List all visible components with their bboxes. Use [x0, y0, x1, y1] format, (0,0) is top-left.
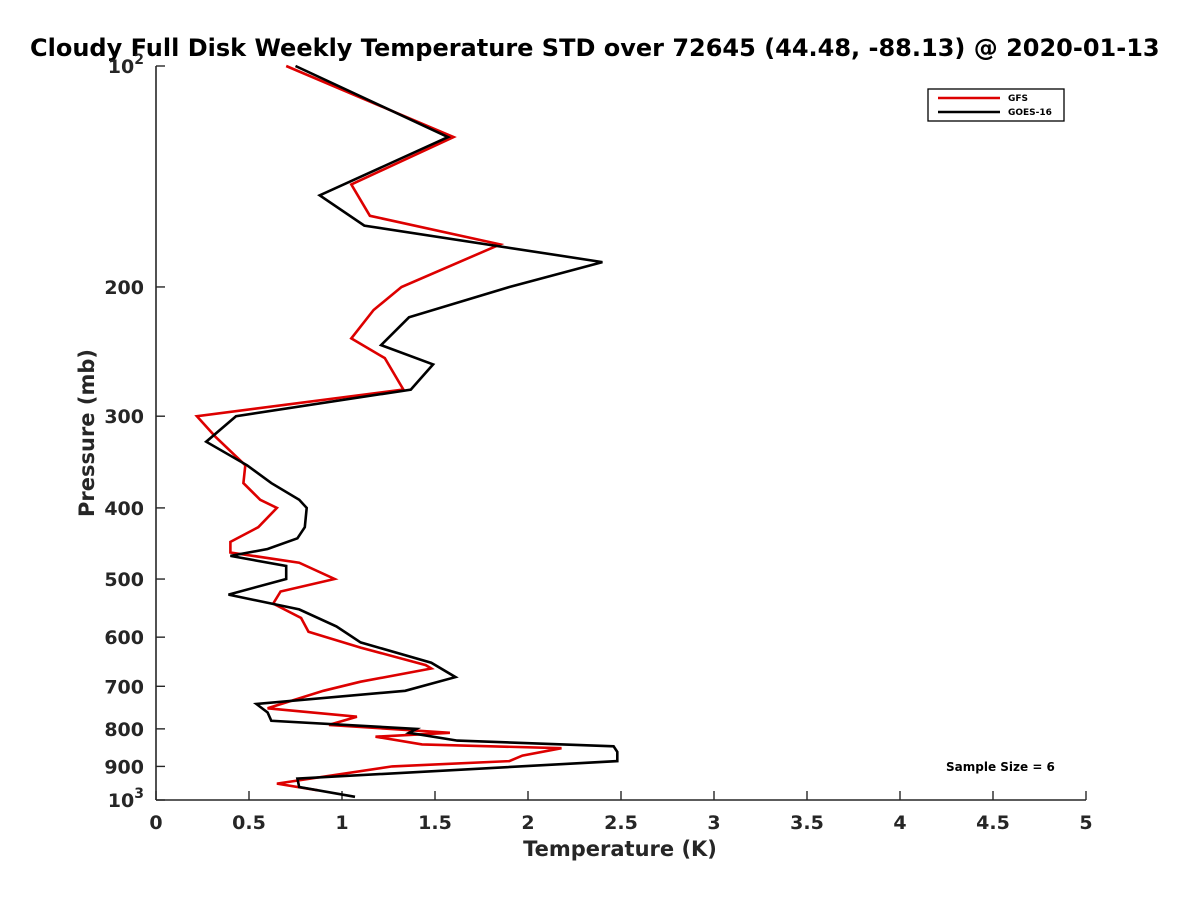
y-tick-label: 300	[104, 406, 144, 428]
x-tick-label: 1	[335, 812, 348, 834]
legend-label-gfs: GFS	[1008, 94, 1028, 104]
x-tick-label: 2	[521, 812, 534, 834]
legend-box	[927, 88, 1065, 122]
y-tick-label: 500	[104, 569, 144, 591]
x-axis-label: Temperature (K)	[523, 837, 717, 861]
x-tick-label: 4.5	[976, 812, 1010, 834]
x-tick-label: 2.5	[604, 812, 638, 834]
x-tick-label: 5	[1079, 812, 1092, 834]
chart-title: Cloudy Full Disk Weekly Temperature STD …	[30, 34, 1160, 62]
y-tick-label: 200	[104, 277, 144, 299]
y-tick-label: 103	[108, 786, 144, 812]
series-line-goes-16	[203, 64, 619, 799]
y-tick-label: 400	[104, 498, 144, 520]
series-line-gfs	[194, 64, 562, 792]
x-tick-label: 3	[707, 812, 720, 834]
x-tick-label: 0.5	[232, 812, 266, 834]
sample-size-annotation: Sample Size = 6	[946, 760, 1055, 774]
y-tick-label: 900	[104, 756, 144, 778]
y-tick-label: 102	[108, 52, 144, 78]
legend-label-goes-16: GOES-16	[1008, 108, 1052, 118]
x-tick-label: 1.5	[418, 812, 452, 834]
plot-area: 0 0.5 1 1.5 2 2.5 3 3.5 4 4.5 5 102 200 300 400 500 600 7…	[104, 52, 1092, 834]
y-tick-label: 700	[104, 676, 144, 698]
y-tick-label: 600	[104, 627, 144, 649]
x-tick-label: 3.5	[790, 812, 824, 834]
x-tick-label: 0	[149, 812, 162, 834]
x-tick-label: 4	[893, 812, 906, 834]
y-axis-label: Pressure (mb)	[75, 349, 99, 517]
y-tick-label: 800	[104, 719, 144, 741]
